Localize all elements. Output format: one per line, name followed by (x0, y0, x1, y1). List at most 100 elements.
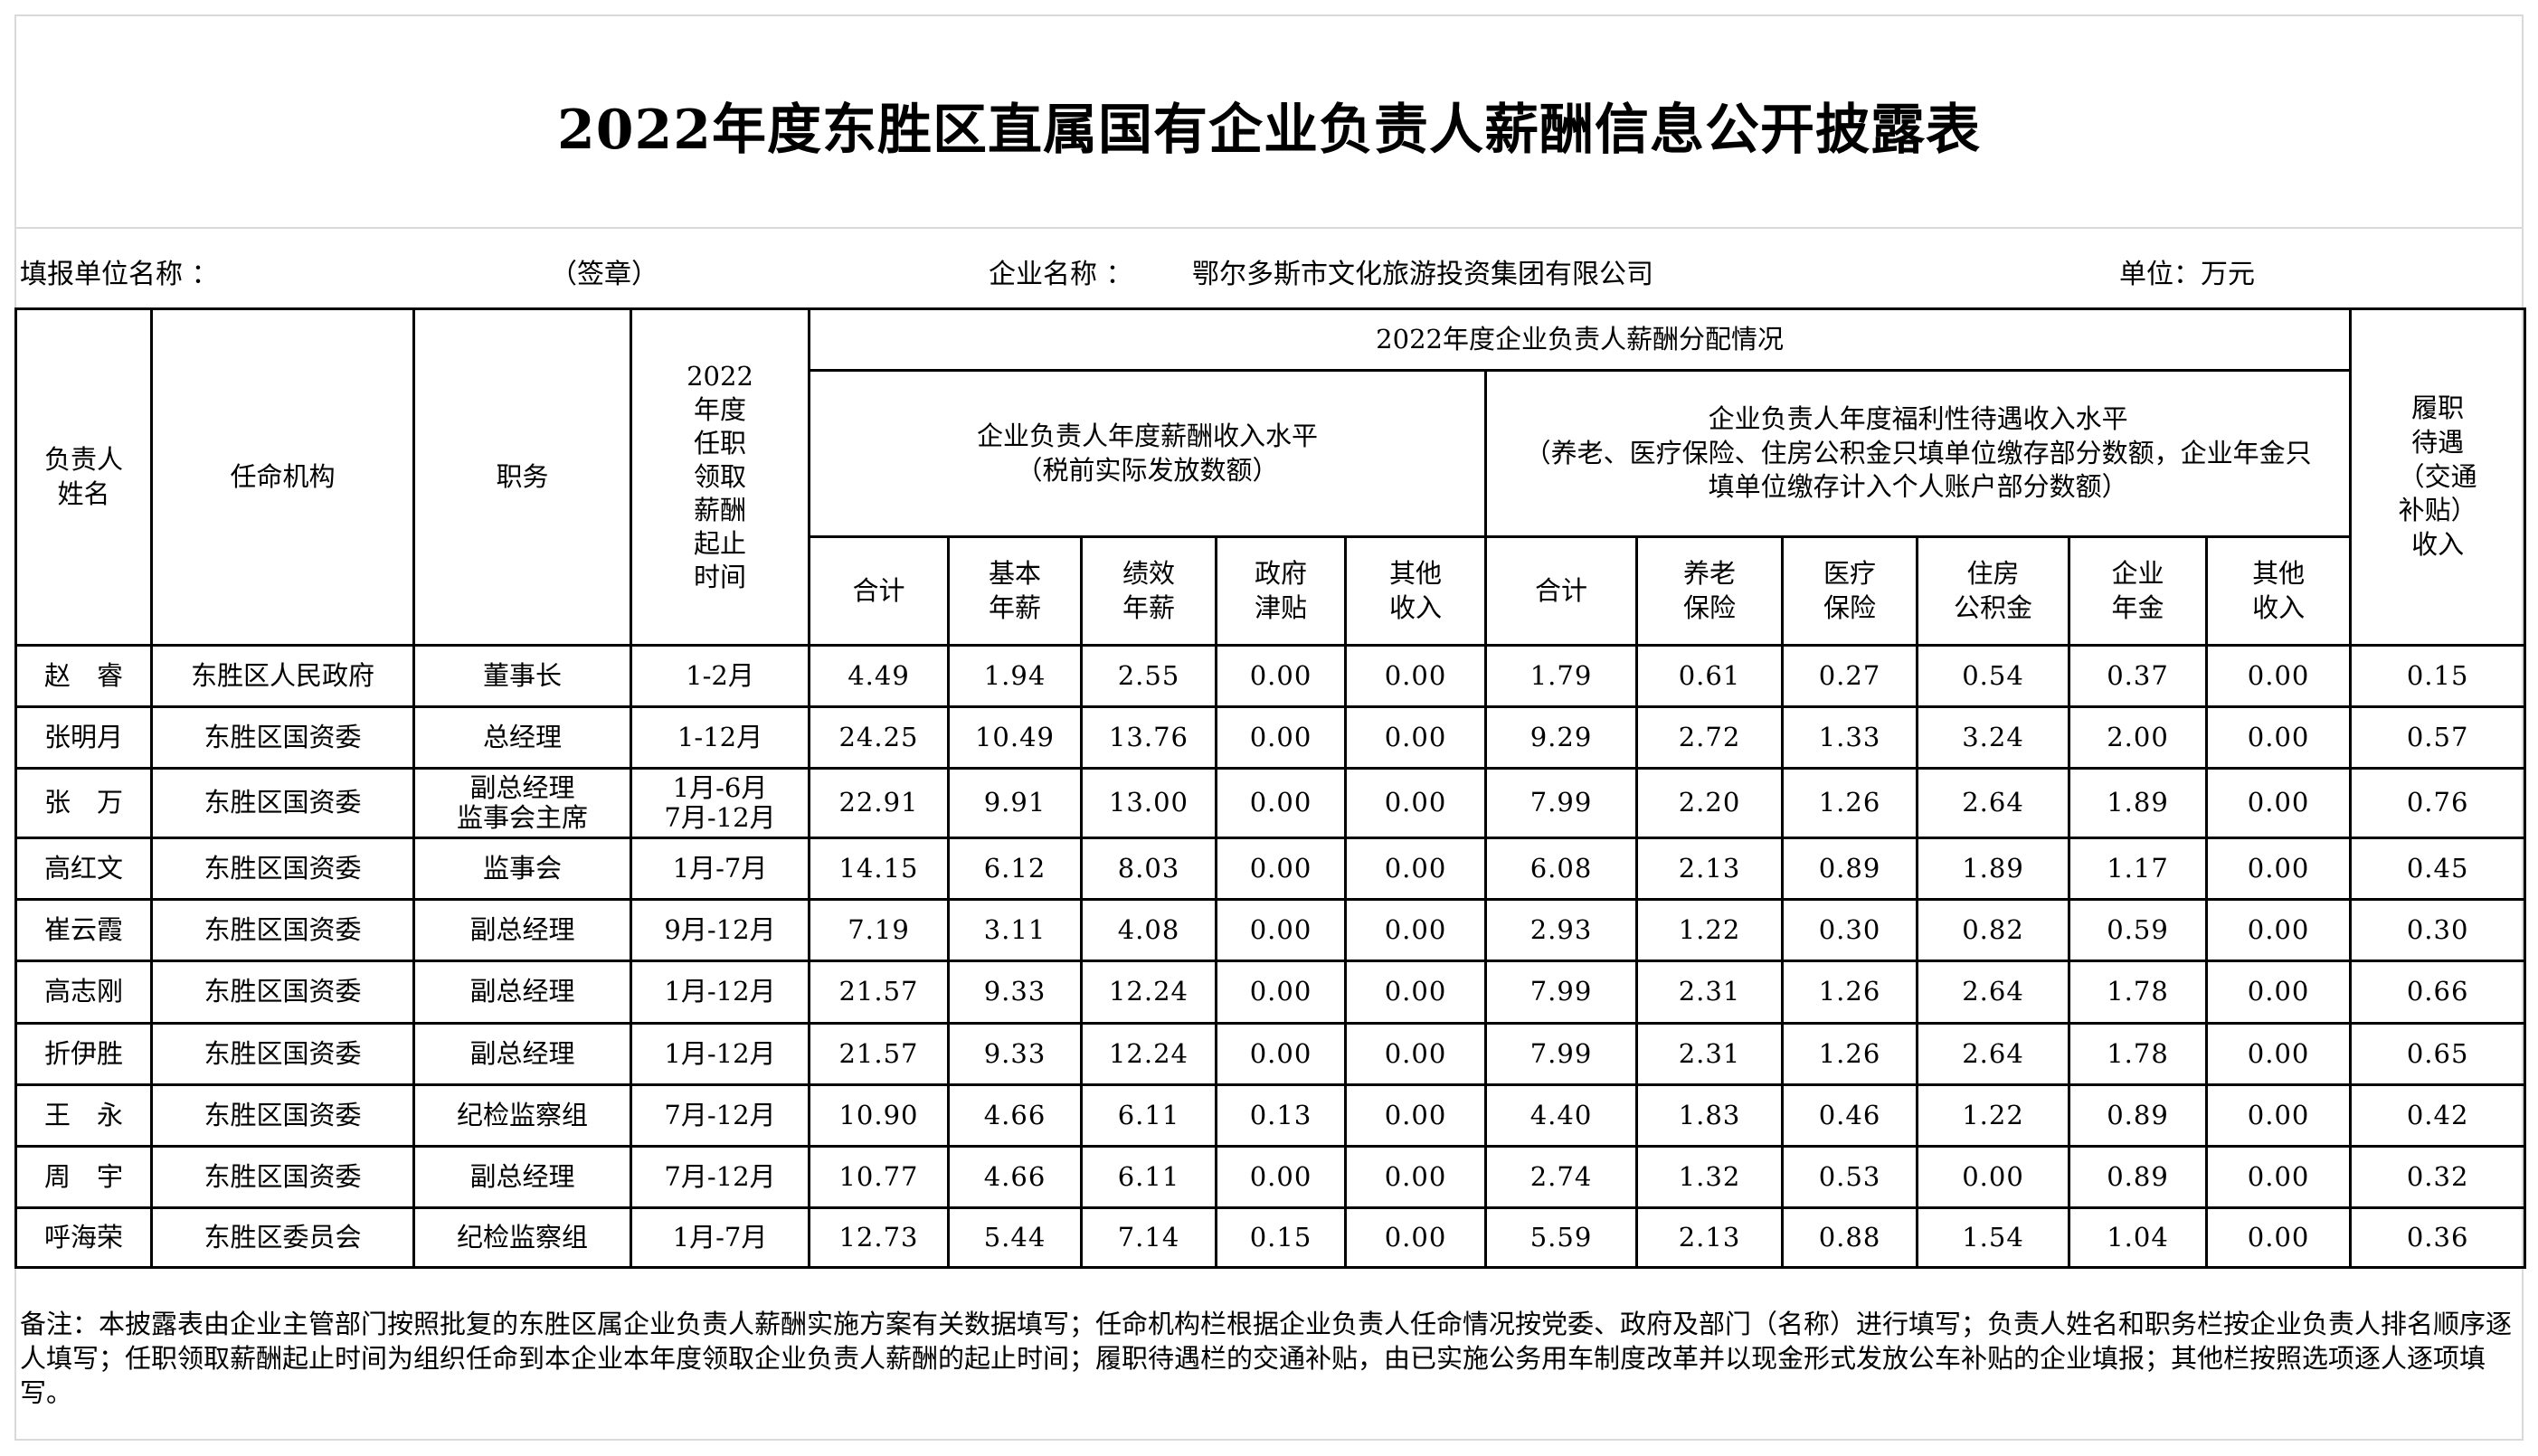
cell-other-income: 0.00 (1344, 767, 1487, 839)
cell-period: 7月-12月 (630, 1145, 810, 1209)
cell-medical: 1.26 (1781, 767, 1918, 839)
header-row-3: 合计 基本 年薪 绩效 年薪 政府 津贴 其他 收入 合计 养老 保险 医疗 保险 住房 公积金… (16, 535, 2525, 647)
cell-base-salary: 9.33 (947, 960, 1083, 1025)
cell-medical: 0.89 (1781, 837, 1918, 901)
cell-salary-total: 12.73 (808, 1206, 950, 1269)
cell-name: 折伊胜 (14, 1022, 153, 1086)
cell-base-salary: 3.11 (947, 898, 1083, 962)
cell-gov-allowance: 0.00 (1215, 1145, 1347, 1209)
header-salary-col: 政府 津贴 (1215, 535, 1347, 647)
cell-welfare-total: 1.79 (1484, 644, 1638, 708)
cell-welfare-other: 0.00 (2204, 705, 2353, 770)
cell-duty-allowance: 0.30 (2349, 898, 2527, 962)
header-salary-col: 其他 收入 (1344, 535, 1487, 647)
header-welfare-col: 养老 保险 (1635, 535, 1784, 647)
cell-pension: 1.83 (1635, 1083, 1784, 1148)
cell-other-income: 0.00 (1344, 1022, 1487, 1086)
cell-housing-fund: 2.64 (1916, 767, 2070, 839)
header-appointing-body: 任命机构 (150, 307, 415, 647)
cell-period: 1月-6月 7月-12月 (630, 767, 810, 839)
cell-position: 董事长 (412, 644, 632, 708)
cell-gov-allowance: 0.15 (1215, 1206, 1347, 1269)
cell-duty-allowance: 0.42 (2349, 1083, 2527, 1148)
cell-salary-total: 21.57 (808, 1022, 950, 1086)
cell-position: 副总经理 监事会主席 (412, 767, 632, 839)
cell-performance-salary: 2.55 (1080, 644, 1217, 708)
cell-position: 副总经理 (412, 1022, 632, 1086)
cell-base-salary: 5.44 (947, 1206, 1083, 1269)
cell-appointing-body: 东胜区国资委 (150, 837, 415, 901)
cell-name: 张 万 (14, 767, 153, 839)
cell-housing-fund: 0.54 (1916, 644, 2070, 708)
cell-welfare-total: 7.99 (1484, 1022, 1638, 1086)
cell-annuity: 1.78 (2068, 1022, 2208, 1086)
cell-appointing-body: 东胜区国资委 (150, 767, 415, 839)
cell-period: 1-2月 (630, 644, 810, 708)
cell-housing-fund: 1.54 (1916, 1206, 2070, 1269)
header-welfare-col: 合计 (1484, 535, 1638, 647)
header-welfare-col: 企业 年金 (2068, 535, 2208, 647)
header-welfare-col: 医疗 保险 (1781, 535, 1918, 647)
header-salary-group: 企业负责人年度薪酬收入水平 （税前实际发放数额） (808, 369, 1487, 538)
cell-pension: 2.72 (1635, 705, 1784, 770)
cell-welfare-other: 0.00 (2204, 1022, 2353, 1086)
cell-other-income: 0.00 (1344, 705, 1487, 770)
cell-appointing-body: 东胜区国资委 (150, 705, 415, 770)
cell-other-income: 0.00 (1344, 1083, 1487, 1148)
cell-housing-fund: 2.64 (1916, 1022, 2070, 1086)
header-period: 2022 年度 任职 领取 薪酬 起止 时间 (630, 307, 810, 647)
cell-welfare-total: 7.99 (1484, 767, 1638, 839)
cell-gov-allowance: 0.00 (1215, 1022, 1347, 1086)
cell-pension: 1.22 (1635, 898, 1784, 962)
cell-gov-allowance: 0.00 (1215, 898, 1347, 962)
cell-pension: 0.61 (1635, 644, 1784, 708)
cell-performance-salary: 8.03 (1080, 837, 1217, 901)
unit-label: 单位：万元 (2119, 259, 2255, 290)
footnote: 备注：本披露表由企业主管部门按照批复的东胜区属企业负责人薪酬实施方案有关数据填写… (20, 1309, 2513, 1408)
cell-salary-total: 7.19 (808, 898, 950, 962)
cell-annuity: 0.59 (2068, 898, 2208, 962)
cell-other-income: 0.00 (1344, 644, 1487, 708)
cell-position: 副总经理 (412, 898, 632, 962)
cell-performance-salary: 4.08 (1080, 898, 1217, 962)
cell-welfare-total: 7.99 (1484, 960, 1638, 1025)
cell-medical: 1.33 (1781, 705, 1918, 770)
cell-name: 高志刚 (14, 960, 153, 1025)
cell-base-salary: 10.49 (947, 705, 1083, 770)
cell-welfare-total: 5.59 (1484, 1206, 1638, 1269)
cell-position: 副总经理 (412, 960, 632, 1025)
cell-position: 纪检监察组 (412, 1083, 632, 1148)
cell-duty-allowance: 0.45 (2349, 837, 2527, 901)
salary-table: 负责人 姓名 任命机构 职务 2022 年度 任职 领取 薪酬 起止 时间 20… (14, 307, 2527, 1269)
cell-annuity: 0.89 (2068, 1083, 2208, 1148)
header-salary-col: 绩效 年薪 (1080, 535, 1217, 647)
cell-housing-fund: 0.82 (1916, 898, 2070, 962)
cell-medical: 0.53 (1781, 1145, 1918, 1209)
cell-housing-fund: 3.24 (1916, 705, 2070, 770)
cell-base-salary: 4.66 (947, 1145, 1083, 1209)
cell-housing-fund: 2.64 (1916, 960, 2070, 1025)
cell-base-salary: 6.12 (947, 837, 1083, 901)
cell-gov-allowance: 0.00 (1215, 960, 1347, 1025)
table-row: 王 永东胜区国资委 纪检监察组 7月-12月 10.90 4.66 6.11 0.13 0.0… (14, 1083, 2527, 1148)
header-name: 负责人 姓名 (14, 307, 153, 647)
cell-base-salary: 4.66 (947, 1083, 1083, 1148)
cell-annuity: 2.00 (2068, 705, 2208, 770)
cell-annuity: 1.04 (2068, 1206, 2208, 1269)
table-row: 高志刚 东胜区国资委 副总经理 1月-12月 21.57 9.33 12.24 0.00 0.0… (14, 960, 2527, 1025)
table-row: 崔云霞 东胜区国资委 副总经理 9月-12月 7.19 3.11 4.08 0.00 0.00 2… (14, 898, 2527, 962)
cell-salary-total: 22.91 (808, 767, 950, 839)
header-welfare-col: 住房 公积金 (1916, 535, 2070, 647)
cell-appointing-body: 东胜区国资委 (150, 898, 415, 962)
cell-pension: 2.31 (1635, 1022, 1784, 1086)
cell-other-income: 0.00 (1344, 1206, 1487, 1269)
cell-pension: 2.31 (1635, 960, 1784, 1025)
cell-gov-allowance: 0.00 (1215, 705, 1347, 770)
cell-period: 1月-7月 (630, 837, 810, 901)
cell-appointing-body: 东胜区委员会 (150, 1206, 415, 1269)
cell-position: 监事会 (412, 837, 632, 901)
title-divider (14, 227, 2524, 229)
cell-period: 9月-12月 (630, 898, 810, 962)
table-row: 张 万东胜区国资委 副总经理 监事会主席 1月-6月 7月-12月 22.91 9.91… (14, 767, 2527, 839)
cell-medical: 0.46 (1781, 1083, 1918, 1148)
